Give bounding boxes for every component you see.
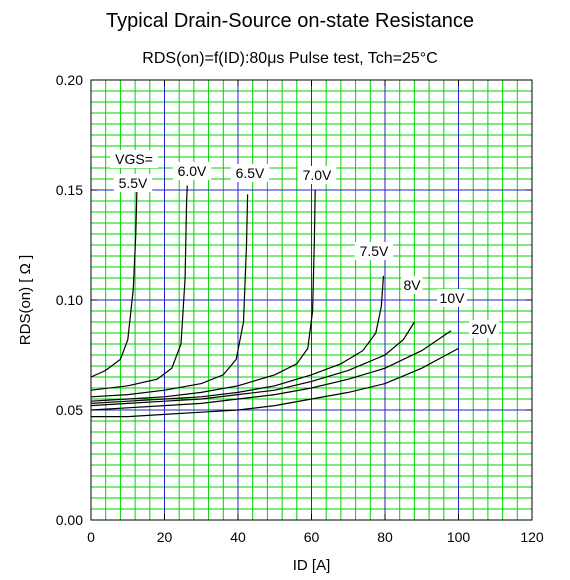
- series-line-7.5V: [90, 275, 385, 404]
- series-label-bg: [172, 162, 212, 180]
- series-label-bg: [437, 289, 467, 307]
- x-tick-label: 100: [447, 529, 471, 545]
- y-axis-label: RDS(on) [ Ω ]: [17, 255, 34, 345]
- series-label-5.5V: 5.5V: [119, 175, 148, 191]
- series-label-bg: [469, 320, 499, 338]
- tick-marks: [90, 79, 533, 521]
- y-tick-label: 0.20: [56, 72, 83, 88]
- series-lines: [90, 185, 459, 418]
- y-tick-label: 0.05: [56, 402, 83, 418]
- series-label-7.0V: 7.0V: [303, 167, 332, 183]
- series-label-bg: [230, 164, 270, 182]
- series-line-5.5V: [90, 185, 138, 378]
- series-label-7.5V: 7.5V: [360, 243, 389, 259]
- series-line-20V: [91, 347, 459, 418]
- chart-title: Typical Drain-Source on-state Resistance: [106, 10, 474, 32]
- series-line-6.5V: [90, 194, 249, 398]
- legend-header: VGS=: [115, 151, 153, 167]
- series-label-bg: [297, 166, 337, 184]
- chart-subtitle: RDS(on)=f(ID):80μs Pulse test, Tch=25°C: [142, 50, 438, 67]
- x-tick-label: 120: [520, 529, 544, 545]
- x-tick-label: 0: [87, 529, 95, 545]
- series-label-bg: [354, 242, 394, 260]
- series-label-10V: 10V: [440, 290, 466, 306]
- y-tick-label: 0.15: [56, 182, 83, 198]
- series-line-6.0V: [90, 185, 188, 391]
- series-label-bg: [401, 276, 423, 294]
- series-label-8V: 8V: [403, 277, 421, 293]
- legend-header-bg: [110, 150, 158, 168]
- series-label-bg: [113, 174, 153, 192]
- series-line-8V: [90, 321, 415, 407]
- x-tick-label: 60: [304, 529, 320, 545]
- series-labels: 5.5V 6.0V 6.5V 7.0V 7.5V 8V 10V 20V VGS=: [110, 150, 499, 338]
- x-tick-label: 80: [377, 529, 393, 545]
- y-tick-label: 0.10: [56, 292, 83, 308]
- y-tick-labels: 0.00 0.05 0.10 0.15 0.20: [56, 72, 83, 528]
- series-line-7.0V: [90, 189, 316, 402]
- x-axis-label: ID [A]: [293, 557, 331, 574]
- x-tick-labels: 0 20 40 60 80 100 120: [87, 529, 544, 545]
- series-line-10V: [90, 330, 452, 411]
- series-label-6.0V: 6.0V: [178, 163, 207, 179]
- x-tick-label: 20: [157, 529, 173, 545]
- y-tick-label: 0.00: [56, 512, 83, 528]
- series-label-20V: 20V: [472, 321, 498, 337]
- x-tick-label: 40: [230, 529, 246, 545]
- series-label-6.5V: 6.5V: [236, 165, 265, 181]
